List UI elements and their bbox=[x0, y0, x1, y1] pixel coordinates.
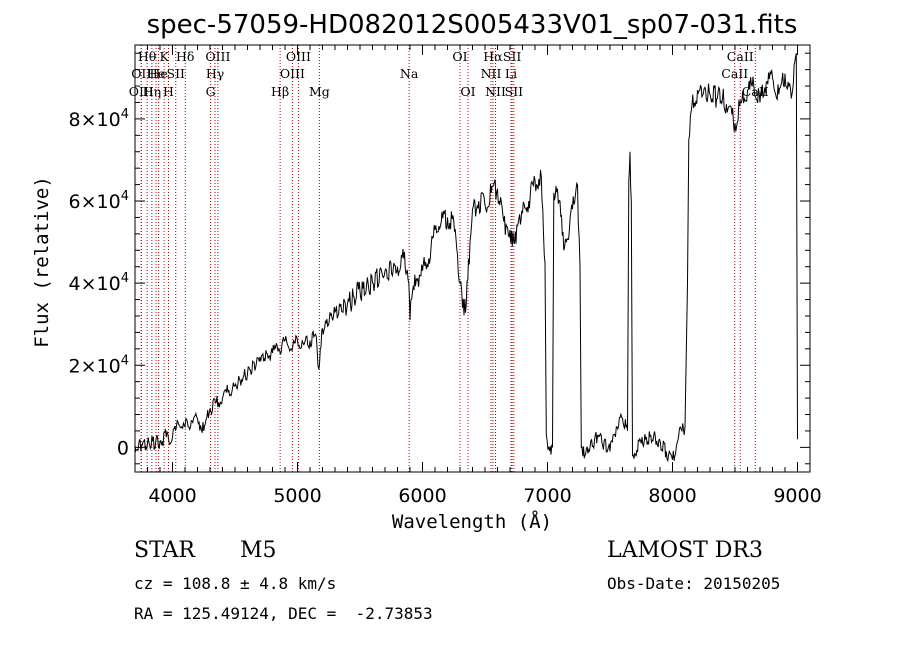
x-tick-label: 4000 bbox=[148, 485, 196, 507]
y-tick-label: 2×104 bbox=[69, 353, 129, 377]
spectral-line-label: Hδ bbox=[176, 49, 194, 64]
spectral-line-label: Hη bbox=[143, 84, 161, 99]
spectral-line-label: NII bbox=[485, 84, 506, 99]
x-axis-label: Wavelength (Å) bbox=[392, 510, 552, 533]
spectral-line-label: Hγ bbox=[206, 66, 224, 81]
spectral-line-label: OI bbox=[460, 84, 475, 99]
observation-date: Obs-Date: 20150205 bbox=[607, 574, 781, 593]
axes-layer: 4000 5000 6000 7000 8000 9000 0 2×104 4×104 6×104… bbox=[69, 45, 822, 507]
survey-name: LAMOST DR3 bbox=[607, 538, 763, 563]
object-subclass: M5 bbox=[240, 538, 277, 563]
chart-title: spec-57059-HD082012S005433V01_sp07-031.f… bbox=[147, 10, 798, 40]
spectrum-series-line bbox=[134, 53, 798, 463]
spectral-line-label: Mg bbox=[309, 84, 330, 99]
spectral-line-labels-layer: OIIOIIIHθHηHeHeKHSIIHδGHγOIIIHβOIIIOIIIM… bbox=[129, 49, 769, 99]
spectral-line-label: K bbox=[159, 49, 169, 64]
y-axis-label: Flux (relative) bbox=[31, 176, 53, 348]
spectral-lines-layer bbox=[140, 45, 756, 472]
x-tick-label: 9000 bbox=[773, 485, 821, 507]
spectral-line-label: NII bbox=[481, 66, 502, 81]
redshift-velocity: cz = 108.8 ± 4.8 km/s bbox=[134, 574, 337, 593]
spectral-line-label: Li bbox=[505, 66, 517, 81]
spectral-line-label: OI bbox=[452, 49, 467, 64]
spectral-line-label: Hα bbox=[483, 49, 503, 64]
spectral-line-label: Hθ bbox=[138, 49, 156, 64]
coordinates: RA = 125.49124, DEC = -2.73853 bbox=[134, 604, 433, 623]
spectral-line-label: SII bbox=[167, 66, 186, 81]
spectral-line-label: He bbox=[147, 66, 165, 81]
y-tick-label: 8×104 bbox=[69, 107, 129, 131]
spectral-line-label: He bbox=[149, 66, 167, 81]
x-tick-label: 7000 bbox=[523, 485, 571, 507]
y-tick-label: 6×104 bbox=[69, 189, 129, 213]
x-tick-label: 8000 bbox=[648, 485, 696, 507]
spectral-line-label: OIII bbox=[286, 49, 311, 64]
x-tick-label: 6000 bbox=[398, 485, 446, 507]
spectral-line-label: OIII bbox=[205, 49, 230, 64]
spectral-line-label: OIII bbox=[280, 66, 305, 81]
spectral-line-label: CaII bbox=[721, 66, 748, 81]
spectral-line-label: SII bbox=[505, 84, 524, 99]
spectral-line-label: H bbox=[163, 84, 174, 99]
spectral-line-label: SII bbox=[503, 49, 522, 64]
y-tick-label: 4×104 bbox=[69, 271, 129, 295]
spectral-line-label: Hβ bbox=[271, 84, 289, 99]
y-tick-label: 0 bbox=[117, 437, 129, 459]
spectral-line-label: CaII bbox=[727, 49, 754, 64]
spectral-line-label: Na bbox=[400, 66, 419, 81]
plot-frame bbox=[134, 44, 811, 473]
spectral-line-label: G bbox=[206, 84, 216, 99]
object-class: STAR bbox=[134, 538, 195, 563]
x-tick-label: 5000 bbox=[273, 485, 321, 507]
